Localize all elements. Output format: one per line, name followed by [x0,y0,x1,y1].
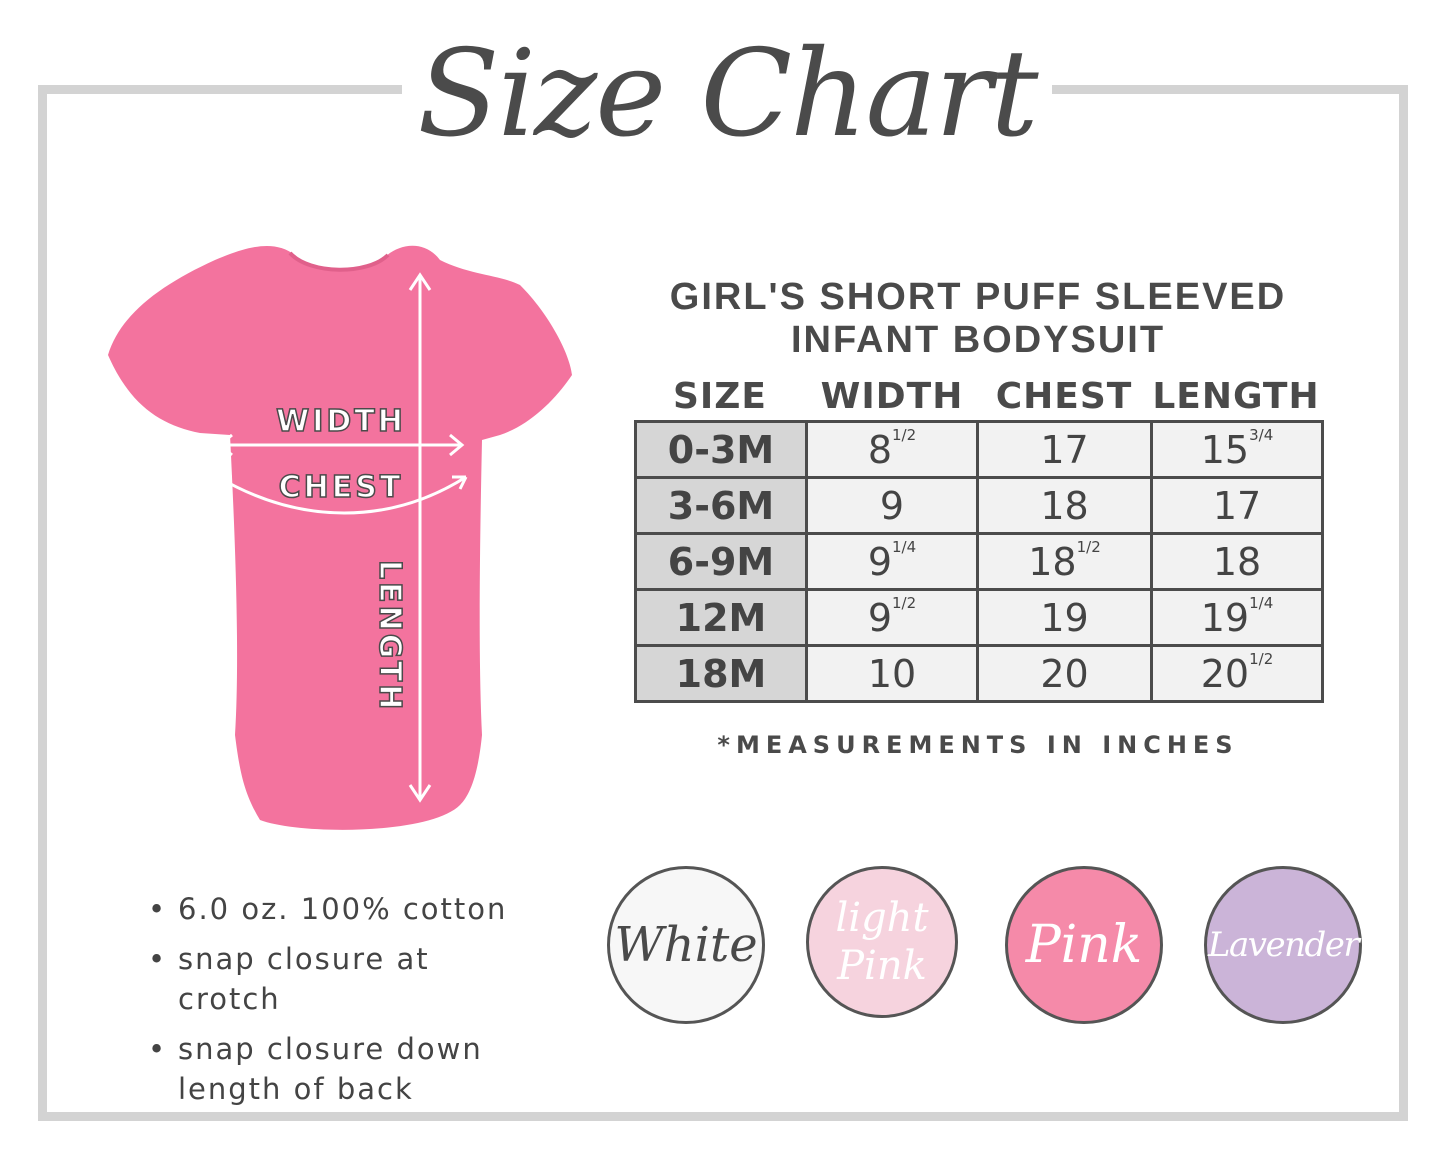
length-value: 15 [1200,427,1250,472]
length-value: 18 [1212,539,1262,584]
feature-list: • 6.0 oz. 100% cotton • snap closure at cr… [148,884,538,1114]
size-table: 0-3M 81/2 17 153/4 3-6M 9 18 17 6-9M 91/4 181/2 18 1… [634,420,1324,703]
chest-value: 18 [1040,483,1089,528]
cell-chest: 19 [976,588,1153,647]
table-row: 6-9M 91/4 181/2 18 [634,532,1324,591]
color-name: Lavender [1207,925,1360,965]
cell-size: 6-9M [634,532,808,591]
chest-value: 18 [1028,539,1077,584]
cell-width: 91/4 [805,532,979,591]
cell-length: 201/2 [1150,644,1324,703]
cell-width: 91/2 [805,588,979,647]
length-label: LENGTH [372,560,407,712]
cell-chest: 18 [976,476,1153,535]
page-title: Size Chart [402,10,1052,200]
size-value: 3-6M [667,483,775,528]
bullet: • [148,892,168,926]
color-name: Pink [1025,915,1143,975]
size-value: 6-9M [667,539,775,584]
bodysuit-diagram: WIDTH CHEST LENGTH [108,245,572,830]
chest-value: 19 [1040,595,1089,640]
length-fraction: 1/4 [1249,593,1274,612]
table-row: 0-3M 81/2 17 153/4 [634,420,1324,479]
chest-label: CHEST [279,470,404,505]
color-name: light Pink [835,895,929,989]
width-value: 9 [879,483,905,528]
product-name: GIRL'S SHORT PUFF SLEEVED INFANT BODYSUI… [669,276,1287,361]
header-chest: CHEST [995,376,1133,417]
cell-width: 10 [805,644,979,703]
color-swatch-white: White [607,866,765,1024]
width-value: 9 [867,539,893,584]
cell-size: 18M [634,644,808,703]
cell-length: 191/4 [1150,588,1324,647]
cell-chest: 20 [976,644,1153,703]
table-headers: SIZE WIDTH CHEST LENGTH [634,376,1322,417]
feature-text: 6.0 oz. 100% cotton [178,892,508,926]
color-name: White [614,917,758,973]
length-value: 19 [1200,595,1250,640]
length-value: 17 [1212,483,1262,528]
measurement-arrows [216,272,468,803]
header-length: LENGTH [1152,376,1320,417]
bullet: • [148,942,168,976]
feature-text: snap closure down length of back [178,1032,483,1106]
size-value: 18M [675,651,767,696]
cell-length: 18 [1150,532,1324,591]
measurement-note: *MEASUREMENTS IN INCHES [717,731,1239,759]
feature-item: • 6.0 oz. 100% cotton [148,884,538,934]
table-row: 12M 91/2 19 191/4 [634,588,1324,647]
length-fraction: 3/4 [1249,425,1274,444]
table-row: 18M 10 20 201/2 [634,644,1324,703]
width-label: WIDTH [276,404,406,439]
color-swatch-lavender: Lavender [1204,866,1362,1024]
width-fraction: 1/4 [892,537,917,556]
neckline [288,251,390,272]
cell-size: 0-3M [634,420,808,479]
width-fraction: 1/2 [892,425,917,444]
color-swatch-light-pink: light Pink [806,866,958,1018]
table-row: 3-6M 9 18 17 [634,476,1324,535]
width-value: 9 [867,595,893,640]
length-fraction: 1/2 [1249,649,1274,668]
width-fraction: 1/2 [892,593,917,612]
cell-length: 17 [1150,476,1324,535]
size-value: 12M [675,595,767,640]
cell-width: 9 [805,476,979,535]
feature-item: • snap closure at crotch [148,934,538,1024]
chest-value: 20 [1040,651,1089,696]
header-size: SIZE [672,376,768,417]
bullet: • [148,1032,168,1066]
feature-item: • snap closure down length of back [148,1024,538,1114]
cell-chest: 17 [976,420,1153,479]
cell-width: 81/2 [805,420,979,479]
width-value: 8 [867,427,893,472]
bodysuit-shape [108,245,572,830]
cell-chest: 181/2 [976,532,1153,591]
width-value: 10 [867,651,917,696]
color-swatch-pink: Pink [1005,866,1163,1024]
cell-size: 3-6M [634,476,808,535]
chest-fraction: 1/2 [1076,537,1101,556]
cell-size: 12M [634,588,808,647]
chest-value: 17 [1040,427,1089,472]
cell-length: 153/4 [1150,420,1324,479]
header-width: WIDTH [820,376,964,417]
size-value: 0-3M [667,427,775,472]
feature-text: snap closure at crotch [178,942,430,1016]
length-value: 20 [1200,651,1250,696]
